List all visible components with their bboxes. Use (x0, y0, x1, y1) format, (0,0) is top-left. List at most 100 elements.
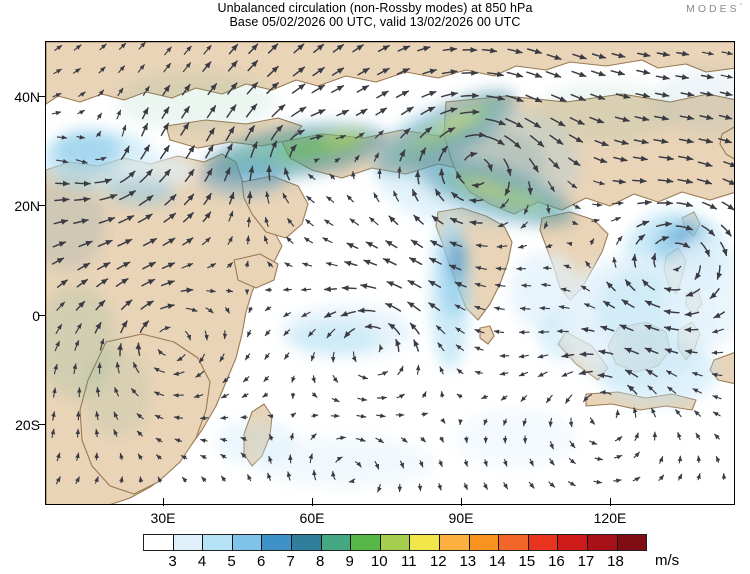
wind-vector (77, 109, 85, 115)
wind-vector (270, 124, 284, 141)
wind-vector (376, 413, 386, 418)
wind-vector (118, 65, 126, 74)
wind-vector (198, 353, 205, 363)
wind-vector (569, 440, 576, 449)
modes-logo: MODES° (686, 3, 742, 15)
wind-vector (140, 144, 150, 160)
wind-vector (180, 287, 194, 294)
wind-vector (159, 325, 171, 333)
wind-vector (494, 283, 506, 288)
wind-vector (613, 454, 623, 460)
x-tick-label-60e: 60E (299, 510, 325, 526)
wind-vector (539, 306, 551, 311)
wind-vector (244, 353, 251, 361)
wind-vector (589, 238, 595, 246)
wind-vector (173, 371, 185, 376)
wind-vector (693, 410, 702, 417)
wind-vector (373, 192, 380, 203)
wind-vector (395, 338, 401, 353)
wind-vector (570, 93, 586, 102)
wind-vector (528, 158, 539, 173)
wind-vector (409, 322, 420, 335)
wind-vector (355, 108, 368, 116)
wind-vector (202, 211, 212, 223)
wind-vector (160, 122, 170, 137)
wind-vector (581, 326, 595, 333)
wind-vector (567, 180, 578, 189)
wind-vector (594, 139, 609, 147)
wind-vector (593, 157, 608, 164)
wind-vector (483, 418, 488, 426)
wind-vector (612, 256, 617, 268)
wind-vector (246, 191, 253, 205)
wind-vector (377, 44, 390, 53)
wind-vector (644, 324, 660, 331)
wind-vector (131, 388, 139, 397)
wind-vector (558, 304, 570, 310)
wind-vector (181, 476, 188, 483)
wind-vector (262, 392, 269, 398)
y-tick-label-40n: 40N (14, 89, 40, 105)
wind-vector (591, 53, 607, 59)
y-tick-mark (38, 205, 46, 207)
wind-vector (615, 409, 621, 419)
wind-vector (469, 198, 484, 204)
wind-vector (400, 437, 408, 443)
wind-vector (118, 42, 127, 50)
wind-vector (481, 394, 489, 400)
wind-vector (115, 361, 121, 374)
wind-vector (455, 327, 465, 334)
wind-vector (204, 330, 209, 341)
wind-vector (684, 311, 700, 318)
wind-vector (537, 353, 549, 359)
wind-vector (583, 394, 592, 403)
wind-vector (220, 453, 227, 459)
wind-vector (340, 310, 356, 317)
modes-logo-text: MODES (686, 3, 740, 15)
wind-vector (336, 435, 346, 441)
wind-vector (377, 371, 388, 376)
wind-vector (185, 330, 192, 341)
colorbar-swatch (203, 535, 233, 550)
wind-vector (503, 418, 508, 426)
wind-vector (651, 407, 656, 418)
wind-vector (700, 242, 710, 257)
colorbar-tick: 5 (227, 553, 236, 570)
wind-vector (228, 43, 239, 55)
wind-vector (569, 117, 585, 126)
wind-vector (242, 376, 250, 383)
wind-vector (248, 43, 259, 55)
wind-vector (293, 43, 305, 54)
modes-logo-mark: ° (739, 3, 742, 10)
wind-vector (400, 106, 414, 116)
wind-vector (182, 237, 194, 246)
wind-vector (55, 476, 61, 485)
wind-vector (469, 220, 483, 226)
wind-vector (282, 192, 290, 204)
wind-vector (375, 437, 384, 444)
wind-vector (718, 114, 733, 120)
wind-vector (633, 138, 649, 145)
wind-vector (675, 224, 694, 231)
wind-vector (503, 158, 512, 176)
wind-vector (182, 62, 192, 73)
wind-vector (502, 458, 508, 467)
wind-vector (203, 44, 212, 55)
wind-vector (221, 393, 229, 399)
wind-vector (712, 328, 724, 334)
wind-vector (227, 60, 238, 72)
wind-vector (50, 428, 56, 438)
wind-vector (500, 395, 508, 401)
wind-vector (155, 437, 163, 443)
wind-vector (195, 370, 205, 378)
wind-vector (227, 82, 238, 95)
wind-vector (247, 59, 259, 72)
wind-vector (72, 363, 78, 375)
colorbar-tick: 9 (345, 553, 354, 570)
wind-vector (543, 221, 549, 229)
wind-vector (355, 437, 366, 442)
wind-vector (697, 161, 713, 167)
wind-vector (484, 135, 505, 146)
wind-vector (408, 257, 423, 266)
wind-vector (663, 309, 680, 315)
